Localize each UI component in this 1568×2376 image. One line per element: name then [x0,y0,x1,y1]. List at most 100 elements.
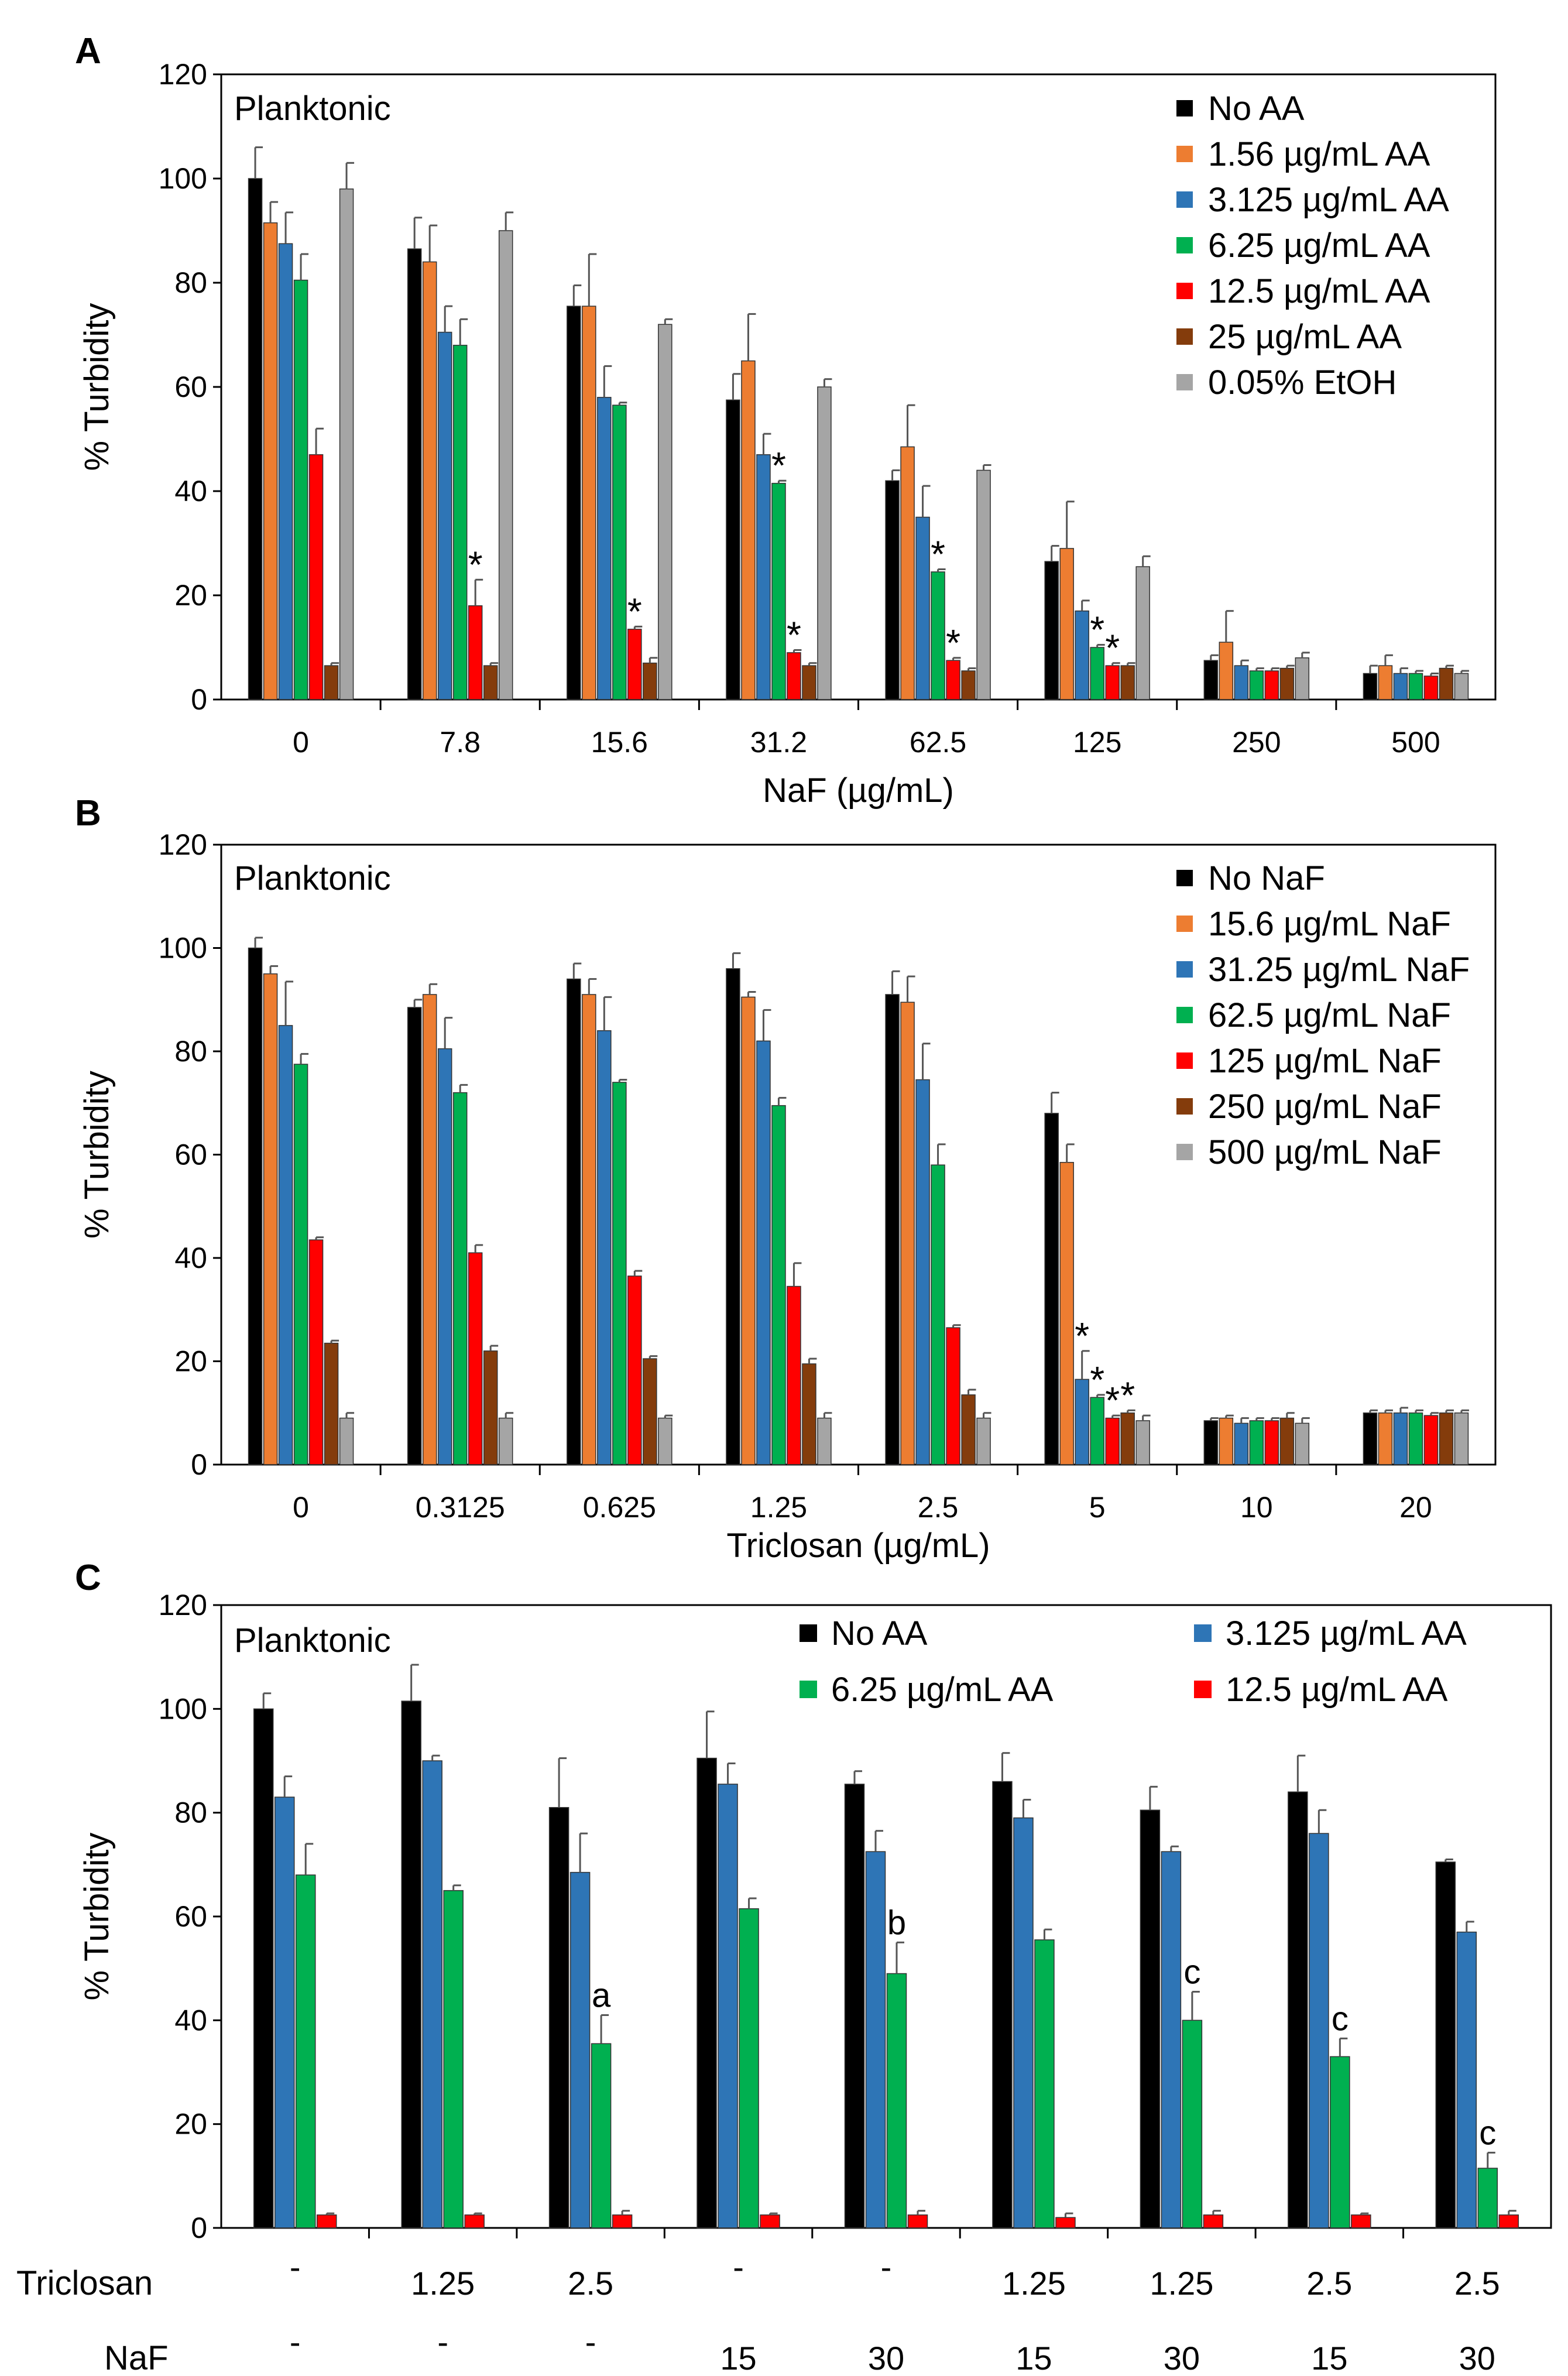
legend-label: 6.25 µg/mL AA [831,1671,1054,1709]
bar-15-6-g-ml-naf-10 [1219,1417,1234,1465]
bar-3-125-g-ml-aa-5 [865,1851,886,2228]
bar-12-5-g-ml-aa-15-6 [627,629,642,700]
bar-15-6-g-ml-naf-0-625 [582,994,596,1465]
y-tick-label: 100 [159,162,207,195]
bar-125-g-ml-naf-20 [1423,1415,1439,1465]
legend-swatch-12-5-g-ml-aa [1176,283,1193,299]
bar-62-5-g-ml-naf-10 [1249,1420,1264,1465]
bar-3-125-g-ml-aa-9 [1456,1931,1477,2228]
legend-swatch-62-5-g-ml-naf [1176,1007,1193,1023]
x-tick-label: 7.8 [440,726,481,759]
legend-swatch-1-56-g-ml-aa [1176,146,1193,162]
bar-no-aa-0 [248,178,263,700]
triclosan-value: - [881,2248,892,2285]
y-tick-label: 120 [159,58,207,91]
legend-swatch-no-naf [1176,870,1193,886]
legend-label: 125 µg/mL NaF [1208,1042,1442,1080]
bar-no-naf-2-5 [885,994,900,1465]
legend-swatch-125-g-ml-naf [1176,1052,1193,1069]
bar-0-05-etoh-250 [1295,657,1310,700]
x-tick-label: 0 [293,726,309,759]
bar-1-56-g-ml-aa-500 [1378,665,1393,700]
triclosan-value: - [733,2248,744,2285]
bar-no-aa-6 [992,1781,1013,2228]
bar-15-6-g-ml-naf-0 [263,973,278,1465]
bar-12-5-g-ml-aa-62-5 [946,660,960,700]
legend-label: 6.25 µg/mL AA [1208,227,1430,265]
bar-12-5-g-ml-aa-3 [612,2214,633,2228]
bar-250-g-ml-naf-1-25 [802,1363,816,1465]
bar-0-05-etoh-500 [1454,673,1469,700]
y-tick-label: 40 [174,1242,207,1274]
legend-swatch-6-25-g-ml-aa [800,1681,817,1698]
bar-12-5-g-ml-aa-7 [1203,2214,1224,2228]
bar-1-56-g-ml-aa-0 [263,222,278,700]
bar-500-g-ml-naf-20 [1454,1412,1469,1465]
bar-3-125-g-ml-aa-31-2 [756,454,771,700]
bar-no-aa-1 [253,1708,274,2228]
x-axis-title: Triclosan (µg/mL) [726,1527,990,1565]
y-tick-label: 20 [174,2108,207,2141]
legend-swatch-3-125-g-ml-aa [1176,191,1193,208]
legend-label: 62.5 µg/mL NaF [1208,996,1451,1034]
bar-3-125-g-ml-aa-7 [1161,1851,1182,2228]
bar-62-5-g-ml-naf-2-5 [931,1164,945,1465]
bar-12-5-g-ml-aa-2 [464,2214,485,2228]
y-tick-label: 120 [159,1589,207,1621]
bar-no-naf-20 [1363,1412,1378,1465]
x-tick-label: 15.6 [591,726,648,759]
bar-12-5-g-ml-aa-7-8 [468,605,483,700]
legend-swatch-250-g-ml-naf [1176,1098,1193,1115]
legend-label: 0.05% EtOH [1208,364,1397,402]
naf-value: 30 [868,2340,904,2376]
y-axis-title: % Turbidity [78,1071,116,1239]
panel-letter-c: C [75,1558,101,1598]
legend-label: 3.125 µg/mL AA [1208,181,1449,219]
bar-0-05-etoh-62-5 [976,469,991,700]
bar-6-25-g-ml-aa-1 [295,1874,316,2228]
bar-0-05-etoh-7-8 [498,230,513,700]
y-tick-label: 80 [174,1796,207,1829]
significance-star: * [1090,609,1104,651]
bar-12-5-g-ml-aa-6 [1055,2217,1076,2228]
bar-no-aa-62-5 [885,480,900,700]
bar-500-g-ml-naf-1-25 [817,1417,832,1465]
x-tick-label: 250 [1232,726,1281,759]
bar-3-125-g-ml-aa-8 [1309,1833,1329,2228]
bar-125-g-ml-naf-0 [308,1239,324,1465]
triclosan-value: 1.25 [1150,2265,1213,2302]
triclosan-value: 2.5 [1454,2265,1500,2302]
significance-star: * [931,533,945,575]
legend-swatch-500-g-ml-naf [1176,1144,1193,1160]
y-tick-label: 80 [174,266,207,299]
row-label-naf: NaF [104,2339,169,2376]
y-tick-label: 120 [159,828,207,861]
naf-value: 15 [1311,2340,1347,2376]
x-tick-label: 62.5 [910,726,966,759]
bar-3-125-g-ml-aa-6 [1013,1817,1034,2228]
bar-25-g-ml-aa-31-2 [802,665,816,700]
bar-6-25-g-ml-aa-31-2 [771,482,786,700]
bar-1-56-g-ml-aa-15-6 [582,306,596,700]
bar-31-25-g-ml-naf-0 [278,1025,293,1465]
legend-label: 3.125 µg/mL AA [1226,1614,1467,1652]
legend-swatch-no-aa [800,1624,817,1642]
legend-label: 25 µg/mL AA [1208,318,1402,356]
bar-125-g-ml-naf-5 [1105,1417,1120,1465]
significance-letter: a [592,1976,611,2014]
bar-no-naf-1-25 [726,968,740,1465]
panel-title: Planktonic [234,859,391,897]
bar-no-aa-4 [696,1757,717,2228]
bar-15-6-g-ml-naf-0-3125 [422,994,437,1465]
y-tick-label: 0 [191,1448,207,1481]
bar-31-25-g-ml-naf-10 [1234,1422,1249,1465]
bar-31-25-g-ml-naf-0-3125 [437,1048,452,1465]
bar-31-25-g-ml-naf-1-25 [756,1040,771,1465]
significance-letter: c [1183,1953,1200,1991]
bar-6-25-g-ml-aa-8 [1330,2056,1350,2228]
bar-25-g-ml-aa-7-8 [483,665,498,700]
significance-star: * [1105,627,1120,669]
panel-letter-a: A [75,31,101,71]
y-tick-label: 0 [191,2212,207,2244]
